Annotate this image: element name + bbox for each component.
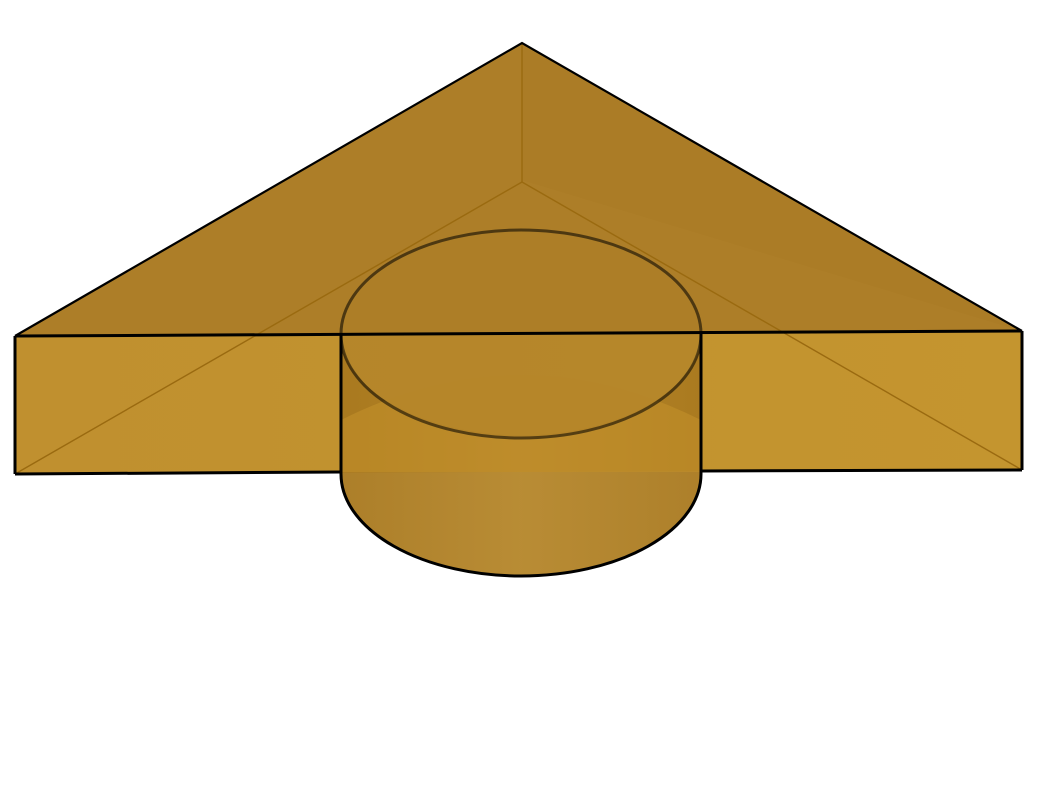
prism-top-outline — [14, 41, 1023, 337]
prism-top-face — [15, 43, 1022, 336]
prism-hidden-edge-right — [521, 181, 1023, 471]
prism-hidden-edge-left — [14, 181, 523, 475]
cylinder-bottom-arc — [339, 473, 703, 578]
prism-front-bottom-edge-right — [700, 468, 1023, 473]
prism-front-top-edge — [14, 329, 1023, 338]
prism-front-bottom-edge — [14, 470, 342, 476]
